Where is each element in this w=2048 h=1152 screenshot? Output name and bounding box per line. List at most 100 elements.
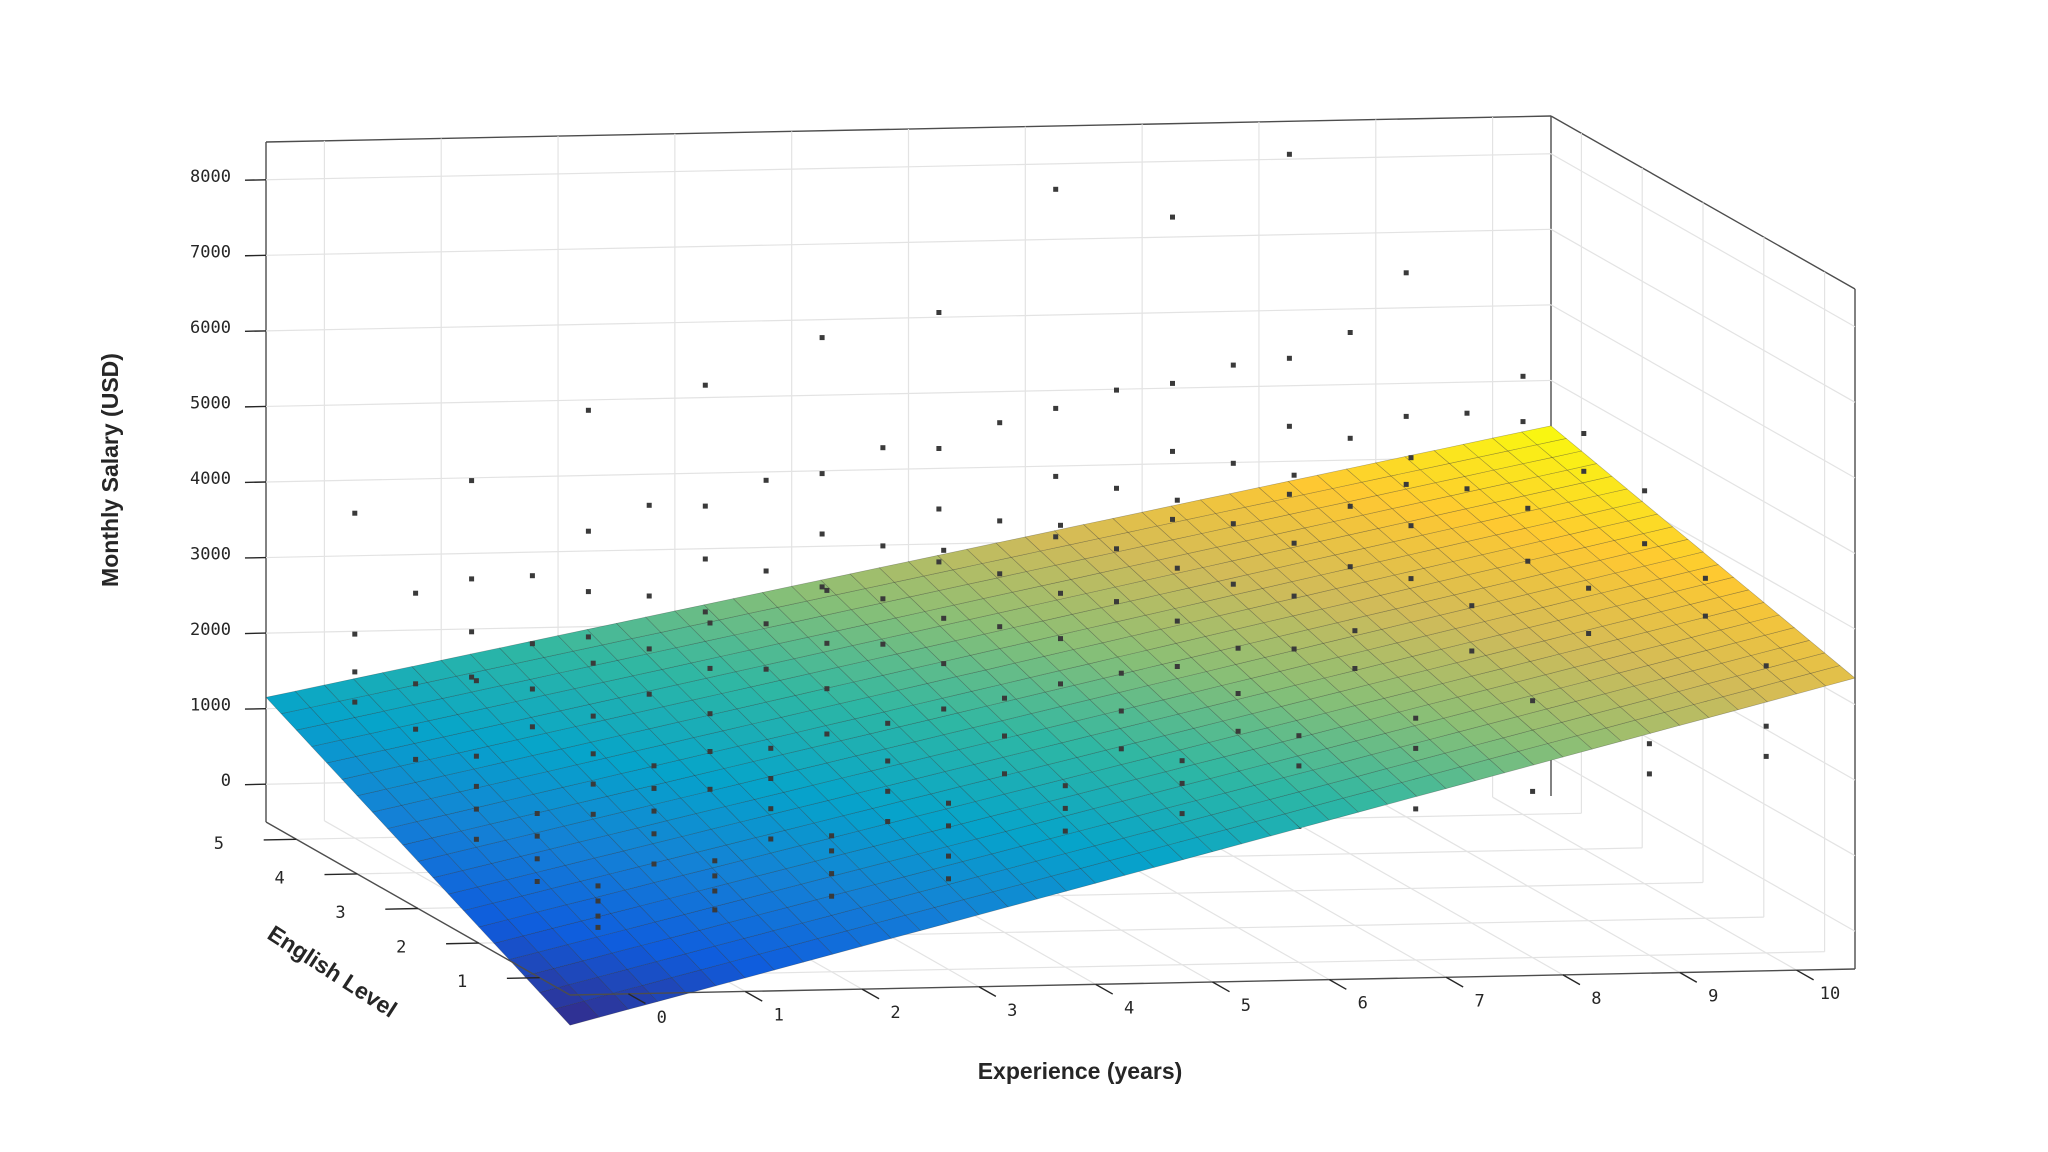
data-point (763, 666, 769, 672)
data-point (413, 590, 419, 596)
data-point (941, 615, 947, 621)
x-tick-label: 9 (1708, 987, 1718, 1007)
data-point (702, 609, 708, 615)
data-point (1179, 811, 1185, 817)
y-tick-mark (385, 907, 419, 910)
data-point (1352, 628, 1358, 634)
data-point (590, 811, 596, 817)
data-point (1702, 613, 1708, 619)
data-point (529, 641, 535, 647)
data-point (651, 785, 657, 791)
data-point (473, 783, 479, 789)
data-point (1058, 636, 1063, 642)
y-tick-label: 4 (275, 868, 285, 888)
data-point (1062, 828, 1068, 834)
grid-line (1550, 757, 1856, 932)
data-point (1581, 468, 1587, 474)
data-point (819, 584, 825, 590)
data-point (1002, 771, 1007, 777)
data-point (585, 589, 591, 595)
data-point (1179, 780, 1185, 786)
x-tick-label: 7 (1474, 991, 1484, 1011)
data-point (595, 898, 601, 904)
data-point (651, 808, 657, 814)
y-tick-label: 3 (335, 903, 345, 923)
data-point (707, 749, 713, 754)
data-point (829, 833, 835, 839)
data-point (590, 660, 596, 666)
y-tick-mark (446, 942, 479, 945)
z-tick-label: 7000 (190, 242, 231, 262)
data-point (941, 547, 947, 553)
data-point (824, 731, 830, 737)
data-point (585, 634, 591, 640)
data-point (352, 699, 358, 705)
x-tick-mark (1212, 981, 1230, 993)
data-point (712, 907, 718, 913)
data-point (702, 503, 708, 509)
data-point (1413, 715, 1419, 721)
data-point (712, 858, 718, 864)
data-point (1352, 666, 1358, 671)
data-point (1347, 330, 1353, 335)
data-point (1053, 186, 1059, 192)
data-point (1170, 380, 1175, 386)
data-point (473, 806, 479, 812)
data-point (1174, 664, 1180, 669)
grid-line (265, 455, 1552, 483)
data-point (1763, 753, 1769, 759)
data-point (590, 781, 596, 787)
data-point (595, 924, 601, 930)
fitted-surface (265, 425, 1856, 1026)
data-point (1347, 564, 1353, 570)
y-tick-label: 2 (396, 938, 406, 958)
data-point (1296, 733, 1302, 739)
data-point (1235, 728, 1241, 734)
data-point (1646, 741, 1652, 747)
data-point (1413, 806, 1419, 812)
data-point (712, 888, 718, 894)
data-point (768, 836, 774, 842)
x-tick-mark (628, 993, 646, 1005)
data-point (1062, 783, 1068, 789)
data-point (946, 800, 951, 806)
x-tick-mark (1562, 974, 1581, 986)
data-point (1291, 540, 1297, 546)
data-point (651, 763, 657, 769)
grid-line (1550, 304, 1856, 479)
data-point (1525, 505, 1531, 511)
data-point (707, 711, 713, 717)
data-point (1179, 758, 1185, 764)
x-tick-label: 0 (657, 1008, 667, 1028)
y-tick-mark (324, 873, 358, 876)
grid-line (1550, 379, 1856, 554)
data-point (1286, 491, 1292, 497)
data-point (1230, 460, 1236, 466)
z-axis-title: Monthly Salary (USD) (97, 353, 123, 587)
data-point (646, 502, 652, 508)
z-tick-label: 6000 (190, 318, 231, 338)
data-point (1763, 663, 1769, 669)
data-point (1235, 691, 1241, 696)
grid-line (1550, 228, 1856, 403)
data-point (829, 871, 835, 877)
data-point (763, 477, 769, 483)
data-point (997, 420, 1003, 426)
data-point (1053, 534, 1059, 540)
data-point (1403, 481, 1409, 487)
data-point (469, 576, 475, 582)
data-point (941, 706, 947, 712)
x-tick-label: 3 (1007, 1001, 1017, 1021)
data-point (1291, 593, 1297, 599)
y-axis-title: English Level (263, 920, 402, 1023)
data-point (1230, 521, 1236, 527)
data-point (1053, 473, 1059, 479)
x-tick-label: 8 (1591, 989, 1601, 1009)
data-point (829, 893, 835, 899)
data-point (1058, 590, 1063, 596)
data-point (880, 445, 886, 451)
data-point (946, 853, 951, 859)
data-point (534, 856, 540, 862)
z-tick-label: 5000 (190, 393, 231, 413)
data-point (1114, 387, 1119, 393)
